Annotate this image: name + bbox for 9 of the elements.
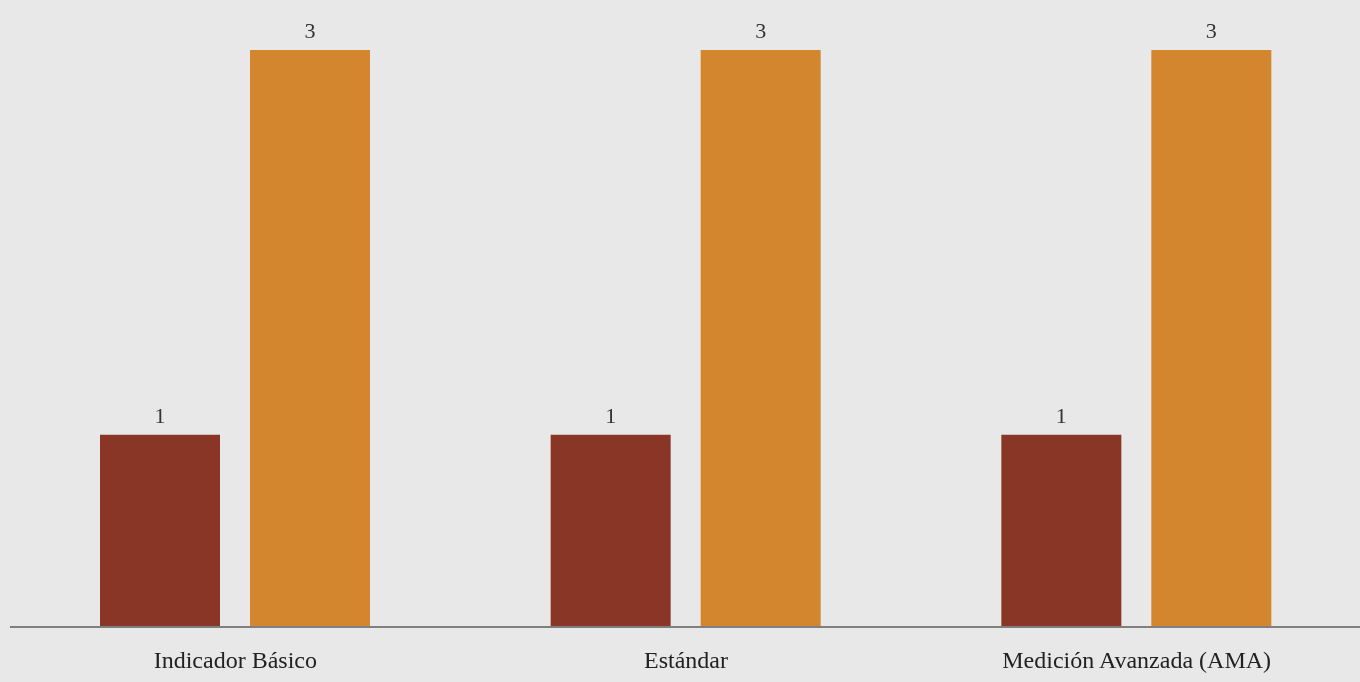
x-tick-label: Medición Avanzada (AMA) bbox=[1002, 647, 1272, 674]
data-label: 3 bbox=[304, 18, 316, 43]
data-label: 3 bbox=[1205, 18, 1217, 43]
data-label: 1 bbox=[1055, 402, 1067, 428]
data-label: 3 bbox=[755, 18, 767, 43]
data-label: 1 bbox=[154, 402, 166, 428]
x-tick-label: Estándar bbox=[644, 647, 728, 674]
x-tick-label: Indicador Básico bbox=[153, 647, 317, 674]
data-label: 1 bbox=[605, 402, 617, 428]
